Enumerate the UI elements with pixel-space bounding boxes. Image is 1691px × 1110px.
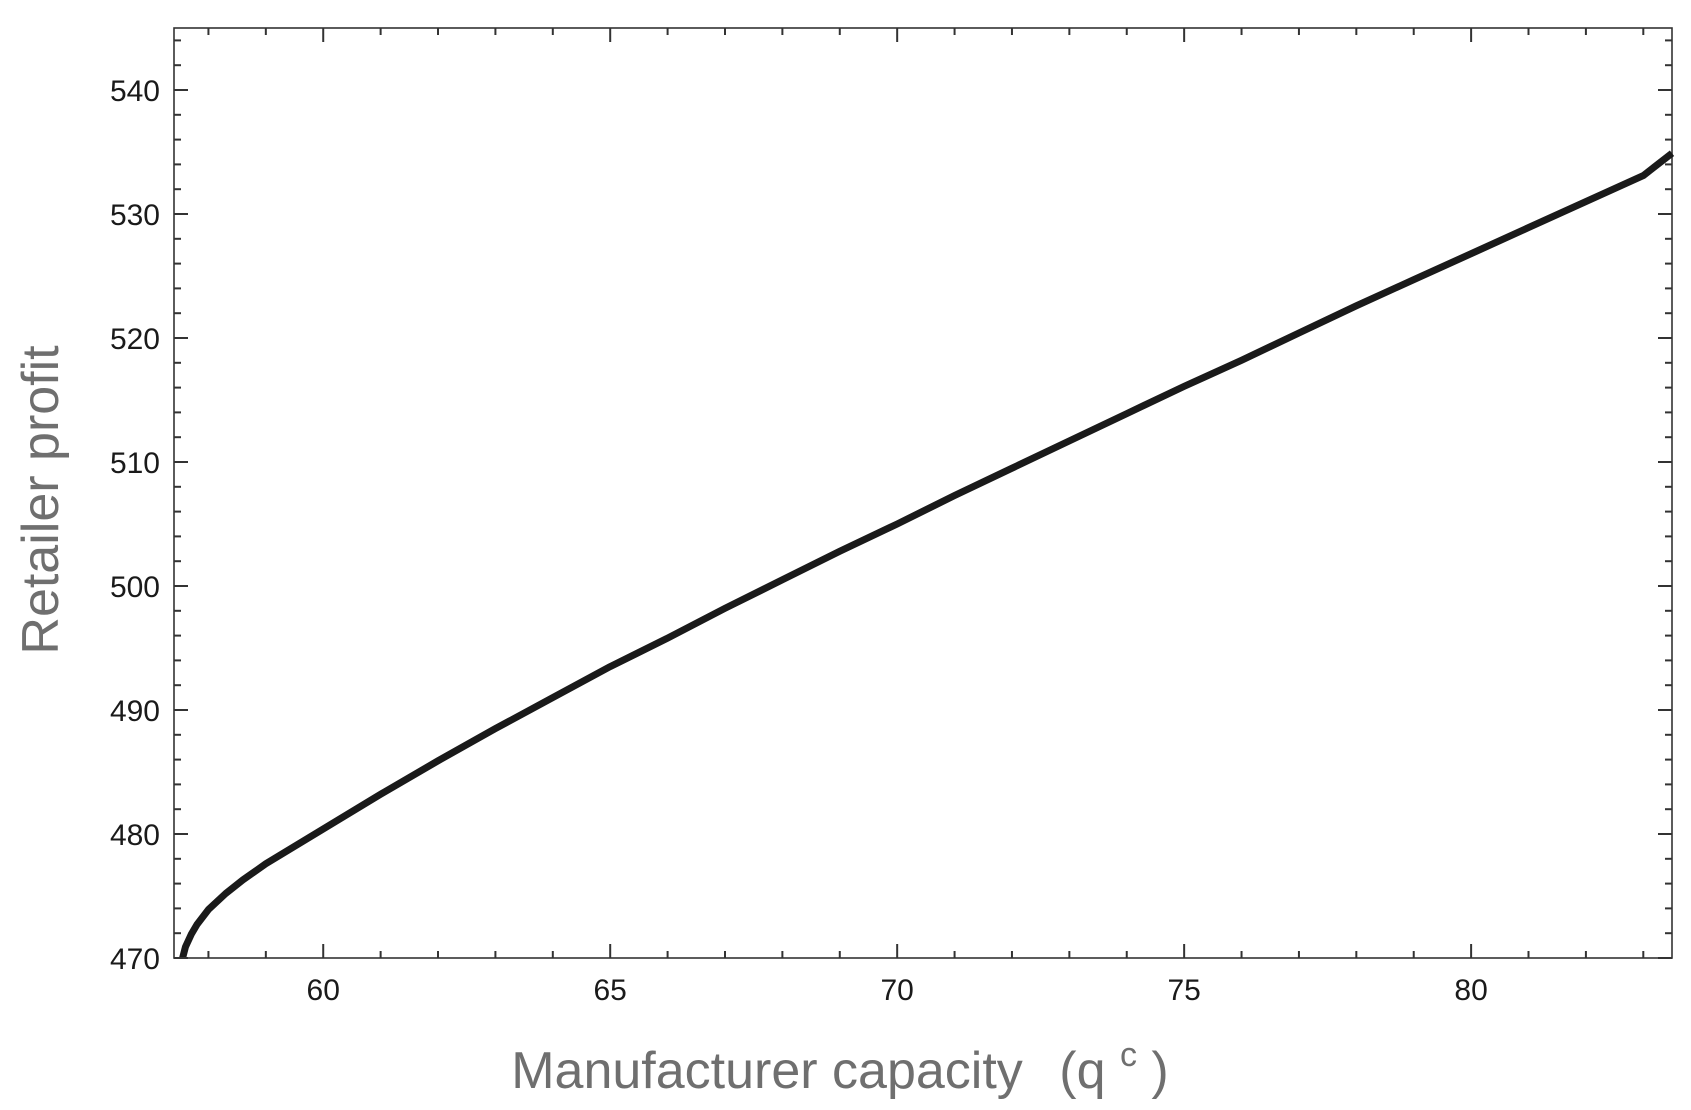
x-axis-title: Manufacturer capacity (q c )	[511, 1020, 1169, 1100]
y-tick-label: 490	[110, 695, 160, 728]
x-axis-title-text: Manufacturer capacity	[511, 1042, 1023, 1100]
y-tick-label: 510	[110, 447, 160, 480]
y-axis-title: Retailer profit	[12, 345, 70, 655]
x-axis-title-superscript: c	[1120, 1036, 1137, 1074]
y-tick-label: 530	[110, 199, 160, 232]
series-line	[179, 150, 1675, 959]
x-tick-label: 80	[1454, 974, 1487, 1007]
x-axis-ticks: 60 65 70 75 80	[207, 28, 1645, 1007]
x-tick-label: 70	[880, 974, 913, 1007]
y-tick-label: 480	[110, 819, 160, 852]
y-tick-label: 540	[110, 75, 160, 108]
plot-area	[173, 27, 1673, 959]
x-axis-title-close: )	[1151, 1042, 1168, 1100]
x-tick-label: 75	[1167, 974, 1200, 1007]
y-tick-label: 520	[110, 323, 160, 356]
x-axis-title-symbol: (q	[1059, 1042, 1105, 1100]
x-tick-label: 60	[307, 974, 340, 1007]
x-tick-label: 65	[594, 974, 627, 1007]
y-tick-label: 500	[110, 571, 160, 604]
y-axis-ticks: 470 480 490 500 510 520 530 540	[110, 39, 1672, 976]
y-tick-label: 470	[110, 943, 160, 976]
plot-frame	[173, 27, 1673, 959]
